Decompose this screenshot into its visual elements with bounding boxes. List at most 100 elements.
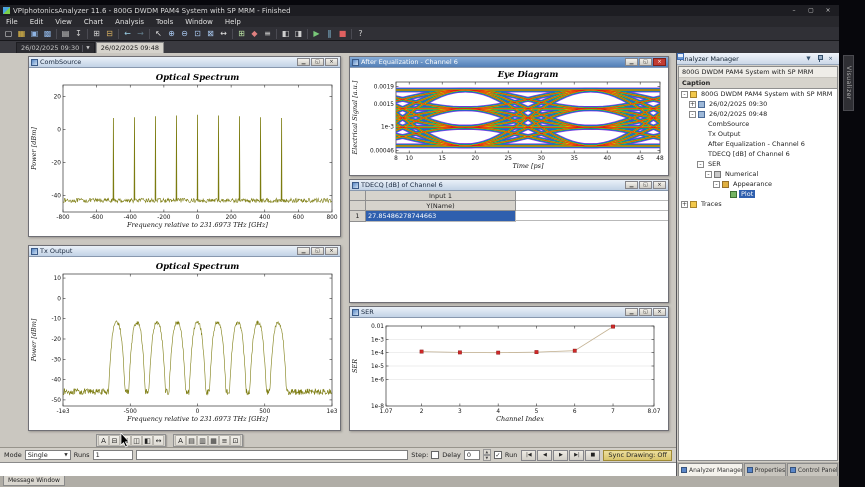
menu-edit[interactable]: Edit <box>29 17 44 26</box>
ser-chart[interactable]: 1.07 2 3 4 5 6 7 8.07 0.01 1e-3 1e-4 1e-5 1e-6 1e-8 Ch… <box>350 318 668 430</box>
window-titlebar[interactable]: TDECQ [dB] of Channel 6 ▁ ◱ × <box>350 180 668 191</box>
run-checkbox[interactable]: ✓ <box>493 451 502 459</box>
menu-window[interactable]: Window <box>185 17 213 26</box>
caption-column-header[interactable]: Caption <box>679 78 837 89</box>
undo-icon[interactable]: ← <box>124 29 131 38</box>
command-field[interactable] <box>135 450 409 460</box>
table-subcolumn-header[interactable]: Y(Name) <box>366 201 516 211</box>
delay-spinner[interactable]: ▲ ▼ <box>482 449 491 461</box>
save-icon[interactable]: ▣ <box>30 29 39 38</box>
table-column-header[interactable]: Input 1 <box>366 191 516 201</box>
tree-item[interactable]: - 26/02/2025 09:48 <box>679 109 837 119</box>
pause-icon[interactable]: ∥ <box>327 29 332 38</box>
chevron-down-icon[interactable]: ▼ <box>86 45 90 51</box>
window-titlebar[interactable]: After Equalization - Channel 6 ▁ ◱ × <box>350 57 668 68</box>
result-tab-2[interactable]: 26/02/2025 09:48 <box>95 42 164 53</box>
tree-item[interactable]: Plot <box>679 189 837 199</box>
export-icon[interactable]: ↧ <box>75 29 82 38</box>
menu-file[interactable]: File <box>6 17 18 26</box>
legend-icon[interactable]: ≡ <box>219 435 230 446</box>
tree-item[interactable]: - 800G DWDM PAM4 System with SP MRM <box>679 89 837 99</box>
legend-icon[interactable]: ≡ <box>264 29 271 38</box>
tree-item[interactable]: After Equalization - Channel 6 <box>677 53 837 149</box>
combsource-chart[interactable]: -800 -600 -400 -200 0 200 400 600 800 20 0 -20 -40 Op… <box>29 68 340 236</box>
window-titlebar[interactable]: SER ▁ ◱ × <box>350 307 668 318</box>
row-header[interactable]: 1 <box>350 211 366 222</box>
save-all-icon[interactable]: ▩ <box>43 29 52 38</box>
window-position-icon[interactable]: ▼ <box>806 55 811 62</box>
minimize-button[interactable]: ▁ <box>297 58 310 66</box>
tdecq-value-cell[interactable]: 27.85486278744663 <box>366 211 516 222</box>
stop-icon[interactable]: ■ <box>338 29 347 38</box>
tree-item[interactable]: - Numerical <box>679 169 837 179</box>
eye-diagram-chart[interactable]: 8 10 15 20 25 30 35 40 45 48 0.00046 1e-3 0.0015 0.00… <box>350 68 668 175</box>
panel-tab-control-panel[interactable]: Control Panel <box>786 463 838 476</box>
step-back-button[interactable]: ◀ <box>537 449 553 461</box>
runs-input[interactable]: 1 <box>92 450 133 460</box>
tile-icon[interactable]: ◧ <box>281 29 290 38</box>
step-checkbox[interactable] <box>431 451 440 459</box>
collapse-canvas-icon[interactable]: ⊟ <box>109 435 120 446</box>
fit-width-icon[interactable]: ↔ <box>153 435 164 446</box>
open-icon[interactable]: ▦ <box>17 29 26 38</box>
panel-tab-properties[interactable]: Properties <box>743 463 786 476</box>
cascade-icon[interactable]: ◨ <box>294 29 303 38</box>
restore-button[interactable]: ◱ <box>639 308 652 316</box>
cursor-icon[interactable]: ↖ <box>155 29 162 38</box>
maximize-button[interactable]: ▢ <box>808 7 814 14</box>
tx-output-chart[interactable]: -1e3 -500 0 500 1e3 10 0 -10 -20 -30 -40 -50 Optical… <box>29 257 340 430</box>
menu-help[interactable]: Help <box>224 17 241 26</box>
step-forward-button[interactable]: ▶| <box>569 449 585 461</box>
result-tab-1[interactable]: 26/02/2025 09:30 ▼ <box>16 42 95 53</box>
copy-icon[interactable]: ⊞ <box>93 29 100 38</box>
pan-icon[interactable]: ↔ <box>220 29 227 38</box>
split-horizontal-icon[interactable]: ◫ <box>131 435 142 446</box>
tree-item[interactable]: CombSource <box>677 53 837 129</box>
new-icon[interactable]: ▢ <box>4 29 13 38</box>
menu-chart[interactable]: Chart <box>83 17 104 26</box>
close-icon[interactable]: × <box>828 55 833 62</box>
zoom-fit-icon[interactable]: ⊠ <box>207 29 214 38</box>
spin-down-icon[interactable]: ▼ <box>482 455 491 461</box>
restore-button[interactable]: ◱ <box>311 247 324 255</box>
stop-button[interactable]: ■ <box>585 449 601 461</box>
collapse-icon[interactable]: - <box>697 160 704 168</box>
tree-item[interactable]: TDECQ [dB] of Channel 6 <box>677 53 837 159</box>
menu-analysis[interactable]: Analysis <box>115 17 144 26</box>
tree-item[interactable]: - Appearance <box>679 179 837 189</box>
help-icon[interactable]: ? <box>358 29 363 38</box>
minimize-button[interactable]: – <box>792 7 796 14</box>
window-titlebar[interactable]: CombSource ▁ ◱ × <box>29 57 340 68</box>
spin-up-icon[interactable]: ▲ <box>482 449 491 455</box>
expand-icon[interactable]: + <box>681 200 688 208</box>
close-button[interactable]: × <box>653 308 666 316</box>
layout-grid-icon[interactable]: ▦ <box>208 435 219 446</box>
run-button[interactable]: ▶ <box>553 449 569 461</box>
autohide-side-tab[interactable]: Visualizer <box>843 55 854 111</box>
collapse-icon[interactable]: - <box>705 170 712 178</box>
zoom-in-icon[interactable]: ⊕ <box>168 29 175 38</box>
paste-icon[interactable]: ⊟ <box>106 29 113 38</box>
restore-button[interactable]: ◱ <box>639 181 652 189</box>
grid-icon[interactable]: ⊞ <box>238 29 245 38</box>
restore-button[interactable]: ◱ <box>311 58 324 66</box>
layout-rows-icon[interactable]: ▤ <box>186 435 197 446</box>
menu-view[interactable]: View <box>55 17 72 26</box>
print-icon[interactable]: ▤ <box>61 29 70 38</box>
minimize-button[interactable]: ▁ <box>625 58 638 66</box>
markers-icon[interactable]: ◆ <box>251 29 258 38</box>
tree-item[interactable]: - SER <box>677 53 837 169</box>
menu-tools[interactable]: Tools <box>156 17 174 26</box>
run-icon[interactable]: ▶ <box>313 29 320 38</box>
tree-item[interactable]: Tx Output <box>677 53 837 139</box>
delay-input[interactable]: 0 <box>463 450 480 460</box>
pin-icon[interactable] <box>814 54 825 63</box>
tree-item[interactable]: +26/02/2025 09:30 <box>679 99 837 109</box>
close-button[interactable]: × <box>653 58 666 66</box>
panel-tab-analyzer-manager[interactable]: Analyzer Manager <box>678 463 743 476</box>
restore-button[interactable]: ◱ <box>639 58 652 66</box>
mode-select[interactable]: Single ▼ <box>24 450 71 460</box>
text-annotation-icon[interactable]: A <box>98 435 109 446</box>
close-button[interactable]: × <box>653 181 666 189</box>
expand-icon[interactable]: + <box>689 100 696 108</box>
